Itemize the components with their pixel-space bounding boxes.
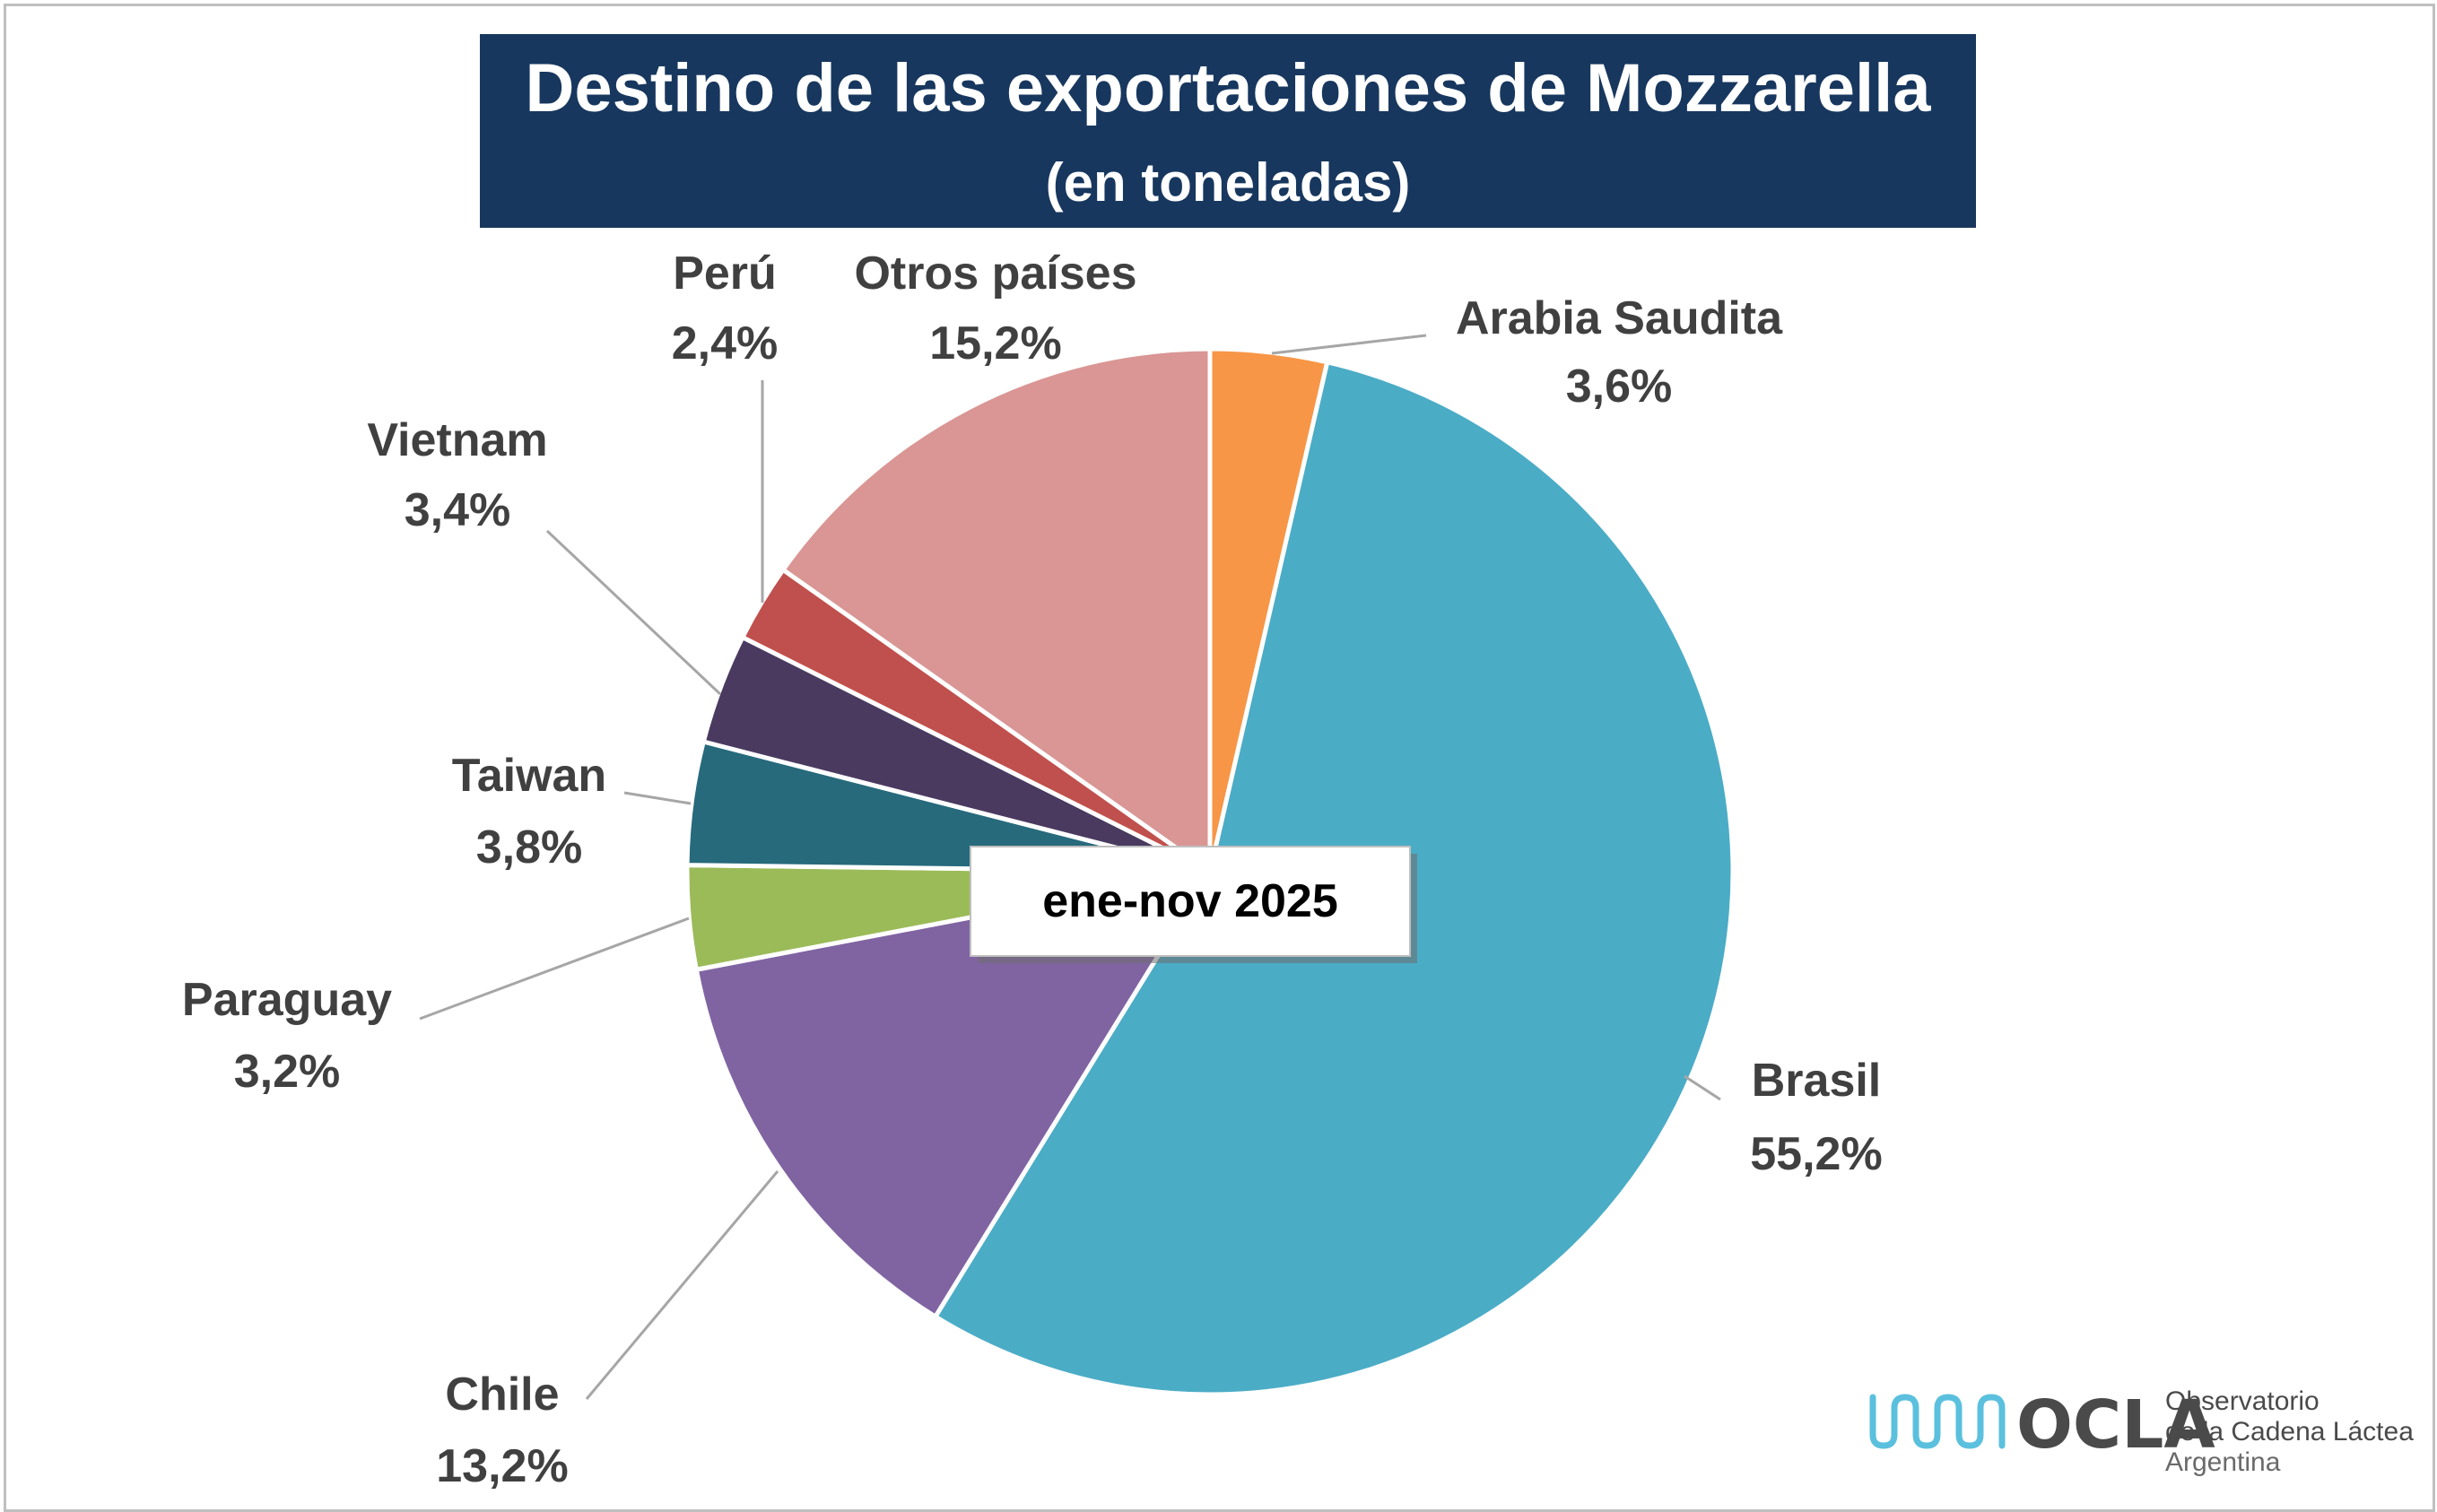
slice-name-label-2: Brasil (1752, 1055, 1882, 1107)
period-label: ene-nov 2025 (1042, 875, 1338, 927)
leader-line-6 (545, 529, 722, 696)
slice-value-label-7: 2,4% (672, 317, 779, 369)
slice-name-label-8: Otros países (854, 248, 1136, 300)
slice-name-label-7: Perú (673, 248, 777, 300)
period-box: ene-nov 2025 (970, 846, 1417, 963)
slice-name-label-3: Chile (445, 1369, 559, 1421)
slice-name-label-4: Paraguay (182, 974, 392, 1026)
slice-value-label-4: 3,2% (234, 1046, 341, 1098)
leader-line-1 (1271, 334, 1427, 355)
pie-slice-3 (693, 869, 1213, 1319)
leader-line-4 (419, 917, 690, 1021)
chart-subtitle: (en toneladas) (1046, 152, 1411, 213)
slice-value-label-8: 15,2% (929, 317, 1061, 369)
slice-name-label-1: Arabia Saudita (1456, 292, 1783, 344)
slice-value-label-6: 3,4% (405, 484, 511, 536)
slice-value-label-2: 55,2% (1750, 1128, 1882, 1180)
slice-value-label-3: 13,2% (436, 1440, 568, 1492)
logo-line-3: Argentina (2165, 1447, 2281, 1477)
slice-value-label-5: 3,8% (476, 821, 583, 873)
slice-name-label-6: Vietnam (367, 414, 547, 466)
pie-slice-8 (780, 346, 1213, 874)
slice-labels: Arabia Saudita 3,6% Brasil 55,2% Chile 13,2% P… (182, 248, 1883, 1492)
chart-title: Destino de las exportaciones de Mozzarel… (526, 50, 1932, 126)
logo-line-1: Observatorio (2165, 1386, 2320, 1416)
leader-line-5 (623, 791, 692, 805)
leader-line-3 (585, 1170, 779, 1400)
title-banner (480, 34, 1976, 228)
leader-line-2 (1684, 1074, 1721, 1101)
logo-name: OCLA (2016, 1386, 2215, 1464)
slice-value-label-1: 3,6% (1566, 361, 1673, 413)
wave-logo-icon (1869, 1394, 2006, 1449)
slice-name-label-5: Taiwan (452, 750, 606, 802)
leader-lines (419, 334, 1721, 1400)
logo-line-2: de la Cadena Láctea (2165, 1417, 2414, 1447)
ocla-logo: OCLA Observatorio de la Cadena Láctea Ar… (1869, 1386, 2414, 1477)
